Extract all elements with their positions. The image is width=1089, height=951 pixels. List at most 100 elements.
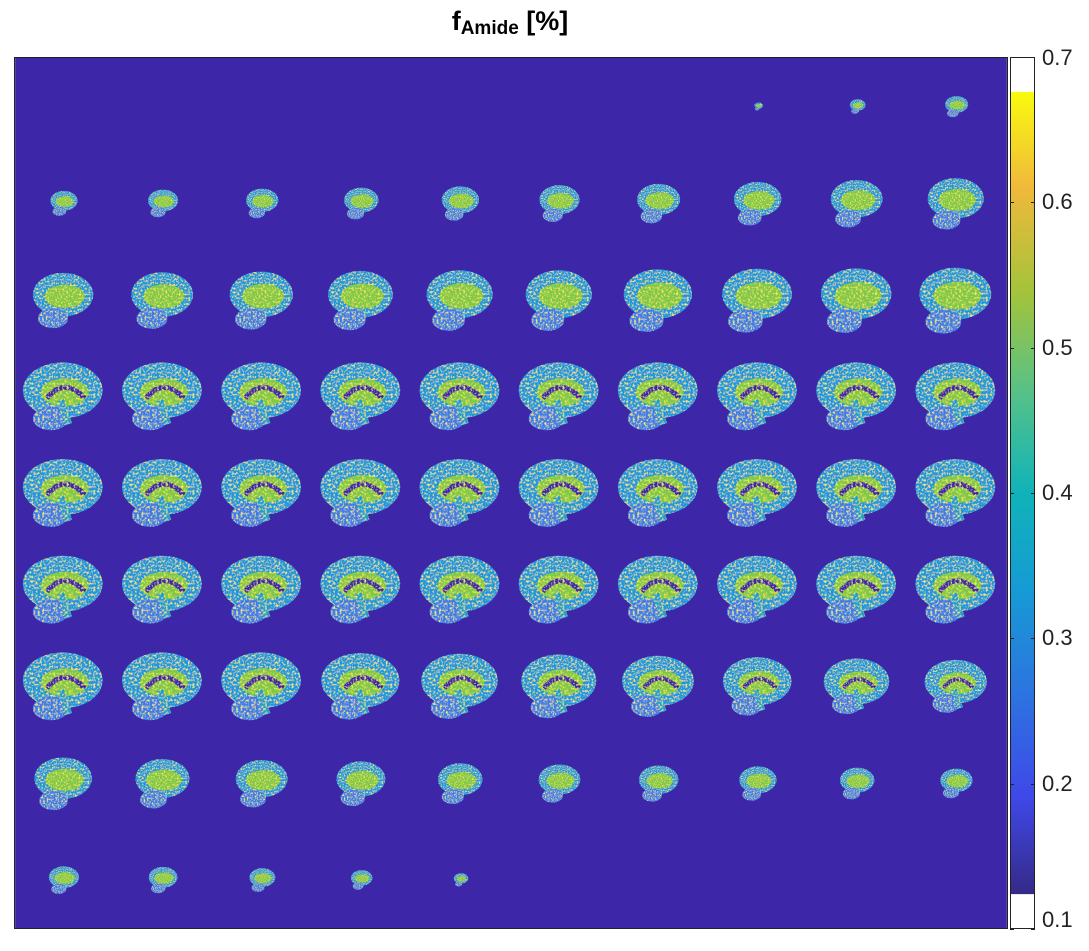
colorbar-tick-mark [1031, 348, 1035, 349]
brain-slice [246, 188, 279, 219]
colorbar-tick-label: 0.4 [1042, 480, 1073, 505]
brain-slice [50, 190, 78, 216]
brain-slice [249, 868, 276, 892]
brain-slice [823, 658, 890, 715]
colorbar-tick-label: 0.7 [1042, 45, 1073, 70]
brain-slice [525, 270, 592, 331]
brain-slice [221, 555, 301, 624]
brain-slice [22, 652, 103, 721]
colorbar-tick-mark [1031, 929, 1035, 930]
brain-slice [945, 96, 969, 118]
brain-slice [518, 362, 599, 431]
brain-slice [816, 362, 897, 431]
brain-slice [135, 759, 190, 809]
brain-slice [638, 765, 679, 802]
colorbar-tick-mark [1031, 57, 1035, 58]
colorbar-tick-label: 0.1 [1042, 907, 1073, 932]
brain-slice [221, 459, 301, 527]
brain-slice [617, 459, 698, 527]
colorbar-tick-label: 0.5 [1042, 334, 1073, 360]
brain-slice [121, 555, 202, 624]
brain-slice [48, 866, 79, 894]
figure-title: fAmide [%] [0, 6, 1020, 39]
brain-slice [538, 764, 581, 803]
colorbar-tick-mark [1031, 784, 1035, 785]
brain-slice [441, 186, 480, 221]
brain-slice [419, 555, 500, 624]
colorbar-tick-mark [1031, 202, 1035, 203]
brain-slice [733, 181, 782, 226]
brain-slice [147, 189, 179, 218]
brain-slice [344, 187, 379, 220]
brain-slice [321, 653, 400, 720]
colorbar-tick-mark [1010, 57, 1014, 58]
colorbar-tick-mark [1010, 784, 1014, 785]
brain-slice [421, 653, 498, 719]
colorbar-gradient [1011, 91, 1034, 895]
brain-slice [229, 271, 293, 330]
title-main-text: f [451, 6, 461, 36]
brain-slice [924, 659, 987, 713]
brain-slice [539, 185, 580, 222]
colorbar-tick-label: 0.6 [1042, 189, 1073, 215]
brain-slice [221, 652, 301, 721]
brain-slice [518, 459, 599, 527]
brain-slice [336, 761, 386, 807]
brain-slice [816, 459, 897, 527]
colorbar-tick-mark [1010, 638, 1014, 639]
colorbar-tick-mark [1010, 202, 1014, 203]
brain-slice [830, 180, 883, 228]
colorbar-tick-mark [1031, 493, 1035, 494]
brain-slice [22, 362, 103, 431]
brain-slice [717, 459, 797, 527]
colorbar-tick-mark [1010, 493, 1014, 494]
brain-slice [915, 362, 996, 431]
brain-slice-montage [14, 57, 1008, 929]
brain-slice [121, 459, 202, 527]
brain-slice [739, 766, 777, 801]
brain-slice [717, 362, 797, 431]
brain-slice [121, 362, 202, 431]
brain-slice [839, 767, 875, 800]
brain-slice [328, 270, 393, 331]
brain-slice [617, 555, 698, 624]
title-unit-text: [%] [526, 6, 569, 36]
brain-slice [717, 555, 797, 624]
brain-slice [754, 102, 764, 111]
brain-slice [915, 555, 996, 624]
brain-slice [419, 362, 500, 431]
brain-slice [148, 866, 178, 894]
brain-slice [816, 555, 897, 624]
colorbar-tick-mark [1010, 348, 1014, 349]
brain-slice [622, 655, 694, 717]
brain-slice [320, 459, 401, 527]
brain-slice [637, 183, 681, 224]
brain-slice [131, 272, 194, 329]
title-subscript-text: Amide [460, 18, 519, 39]
slice-grid [22, 96, 996, 894]
colorbar-tick-mark [1010, 929, 1014, 930]
brain-slice [34, 757, 92, 811]
colorbar-tick-label: 0.2 [1042, 770, 1073, 796]
brain-slice [221, 362, 301, 431]
brain-slice [927, 178, 984, 230]
brain-slice [849, 99, 866, 114]
brain-slice [453, 873, 469, 887]
brain-slice [521, 654, 597, 719]
brain-slice [437, 763, 483, 805]
brain-slice [518, 555, 599, 624]
brain-slice [426, 270, 493, 331]
brain-slice [235, 760, 288, 808]
colorbar-tick-label: 0.3 [1042, 625, 1073, 651]
brain-slice [617, 362, 698, 431]
brain-slice [915, 459, 996, 527]
brain-slice [722, 657, 792, 716]
brain-slice [722, 268, 792, 333]
brain-slice [623, 269, 692, 332]
brain-slice [419, 459, 500, 527]
brain-slice [320, 362, 401, 431]
brain-slice [350, 870, 373, 890]
brain-slice [22, 459, 103, 527]
brain-slice [940, 768, 973, 799]
brain-slice [820, 268, 892, 333]
